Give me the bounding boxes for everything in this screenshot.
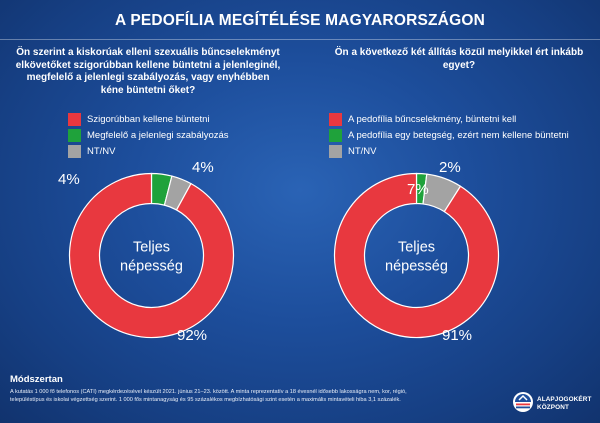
legend-swatch [68, 113, 81, 126]
organization-logo: ALAPJOGOKÉRT KÖZPONT [512, 388, 596, 416]
chart1-donut: 92% 4% 4% Teljes népesség [58, 159, 235, 344]
chart1-value-label-2: 4% [192, 159, 214, 176]
legend-label: Megfelelő a jelenlegi szabályozás [87, 130, 229, 141]
chart1-center-label-0: Teljes [133, 240, 170, 256]
logo-line-1: ALAPJOGOKÉRT [537, 396, 592, 403]
page-title: A PEDOFÍLIA MEGÍTÉLÉSE MAGYARORSZÁGON [115, 12, 485, 29]
chart1-legend-item: NT/NV [68, 144, 229, 159]
legend-swatch [68, 145, 81, 158]
legend-label: NT/NV [348, 146, 377, 157]
chart2-donut: 91% 2% 7% Teljes népesség [333, 159, 500, 344]
chart2-legend-item: A pedofília bűncselekmény, büntetni kell [329, 112, 569, 127]
methodology-text: A kutatás 1 000 fő telefonos (CATI) megk… [10, 389, 407, 403]
legend-label: Szigorúbban kellene büntetni [87, 114, 210, 125]
chart1-legend: Szigorúbban kellene büntetni Megfelelő a … [68, 112, 229, 160]
chart1-legend-item: Megfelelő a jelenlegi szabályozás [68, 128, 229, 143]
chart1-slice-0 [68, 172, 235, 339]
chart1-center-label-1: népesség [120, 259, 183, 275]
chart2-legend-item: NT/NV [329, 144, 569, 159]
legend-swatch [329, 145, 342, 158]
legend-label: A pedofília egy betegség, ezért nem kell… [348, 130, 569, 141]
chart2-legend: A pedofília bűncselekmény, büntetni kell… [329, 112, 569, 160]
methodology-title: Módszertan [10, 374, 63, 385]
chart2-slice-0 [333, 172, 500, 339]
chart2-center-label-0: Teljes [398, 240, 435, 256]
legend-label: A pedofília bűncselekmény, büntetni kell [348, 114, 517, 125]
chart1-value-label-1: 4% [58, 171, 80, 188]
chart2-question: Ön a következő két állítás közül melyikk… [334, 47, 584, 71]
chart2-legend-item: A pedofília egy betegség, ezért nem kell… [329, 128, 569, 143]
chart2-center-label-1: népesség [385, 259, 448, 275]
title-divider [0, 39, 600, 40]
legend-label: NT/NV [87, 146, 116, 157]
chart1-question: Ön szerint a kiskorúak elleni szexuális … [15, 47, 281, 96]
logo-text: ALAPJOGOKÉRT KÖZPONT [537, 396, 591, 411]
chart1-value-label-0: 92% [177, 327, 207, 344]
chart2-value-label-1: 2% [439, 159, 461, 176]
chart2-value-label-2: 7% [407, 181, 429, 198]
legend-swatch [68, 129, 81, 142]
chart1-legend-item: Szigorúbban kellene büntetni [68, 112, 229, 127]
logo-mark-icon [513, 392, 533, 412]
legend-swatch [329, 129, 342, 142]
chart2-value-label-0: 91% [442, 327, 472, 344]
logo-line-2: KÖZPONT [537, 403, 569, 411]
legend-swatch [329, 113, 342, 126]
